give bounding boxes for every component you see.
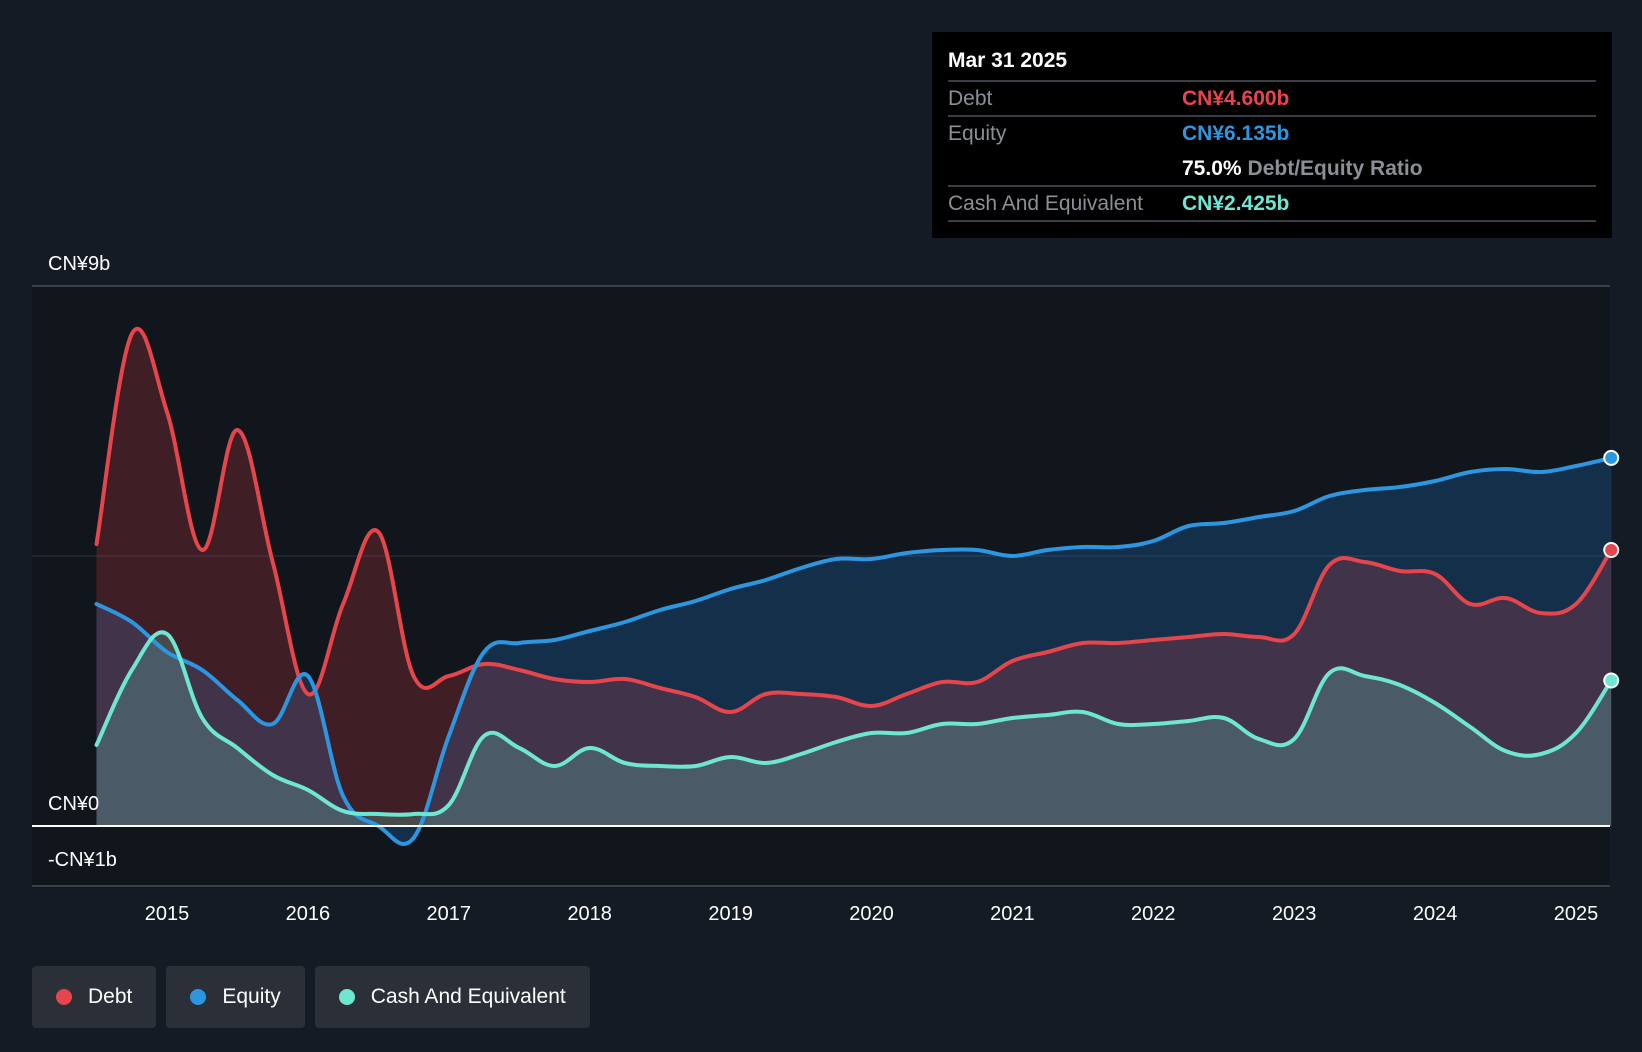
x-tick-label-2022: 2022 [1131, 903, 1176, 925]
legend-dot-equity-icon [190, 989, 207, 1005]
legend-label-equity: Equity [222, 985, 281, 1008]
tooltip-value-debt: CN¥4.600b [1182, 86, 1290, 110]
x-tick-label-2021: 2021 [990, 903, 1035, 925]
x-tick-label-2020: 2020 [849, 903, 894, 925]
end-marker-layer [1603, 449, 1620, 689]
tooltip-label-equity: Equity [948, 121, 1007, 145]
legend-item-equity[interactable]: Equity [166, 966, 305, 1028]
x-tick-label-2019: 2019 [708, 903, 753, 925]
area-debt [96, 328, 1612, 826]
grid-layer [32, 285, 1610, 887]
x-tick-label-2015: 2015 [145, 903, 190, 925]
area-cash-and-equivalent [96, 632, 1612, 826]
tooltip-row-debt: Debt CN¥4.600b [948, 80, 1596, 115]
plot-background [32, 286, 1610, 888]
line-debt [94, 326, 1614, 714]
tooltip-label-debt: Debt [948, 86, 993, 110]
tooltip-ratio-suffix: Debt/Equity Ratio [1247, 156, 1423, 180]
line-layer [94, 326, 1614, 847]
tooltip-value-cash: CN¥2.425b [1182, 191, 1290, 215]
axis-layer: CN¥9b CN¥0 -CN¥1b 2015 2016 2017 2018 2019 2020 2… [32, 253, 1610, 925]
y-tick-label-1: CN¥0 [48, 793, 99, 815]
x-tick-label-2025: 2025 [1554, 903, 1599, 925]
legend-label-debt: Debt [88, 985, 133, 1008]
tooltip-panel: Mar 31 2025 Debt CN¥4.600b Equity CN¥6.1… [932, 32, 1612, 238]
end-point-cash-and-equivalent [1603, 672, 1620, 689]
y-tick-label-2: -CN¥1b [48, 849, 117, 871]
legend: Debt Equity Cash And Equivalent [32, 966, 590, 1028]
x-tick-label-2018: 2018 [567, 903, 612, 925]
legend-label-cash: Cash And Equivalent [370, 985, 566, 1008]
line-equity [94, 455, 1614, 847]
tooltip-date: Mar 31 2025 [948, 49, 1068, 72]
x-tick-label-2024: 2024 [1413, 903, 1458, 925]
legend-dot-cash-icon [338, 989, 355, 1005]
end-point-debt [1603, 542, 1620, 558]
legend-item-cash[interactable]: Cash And Equivalent [314, 966, 590, 1028]
legend-dot-debt-icon [56, 989, 72, 1005]
tooltip-value-ratio: 75.0% [1182, 156, 1242, 180]
tooltip-value-equity: CN¥6.135b [1182, 121, 1290, 145]
tooltip-row-cash: Cash And Equivalent CN¥2.425b [948, 185, 1596, 222]
tooltip-row-ratio: 75.0% Debt/Equity Ratio [948, 150, 1596, 185]
x-tick-label-2023: 2023 [1272, 903, 1317, 925]
tooltip-label-cash: Cash And Equivalent [948, 191, 1143, 215]
x-tick-label-2017: 2017 [427, 903, 472, 925]
x-tick-label-2016: 2016 [286, 903, 331, 925]
legend-item-debt[interactable]: Debt [32, 966, 157, 1028]
end-point-equity [1603, 449, 1620, 466]
y-tick-label-0: CN¥9b [48, 253, 110, 275]
line-cash-and-equivalent [94, 630, 1614, 817]
tooltip-row-equity: Equity CN¥6.135b [948, 115, 1596, 150]
